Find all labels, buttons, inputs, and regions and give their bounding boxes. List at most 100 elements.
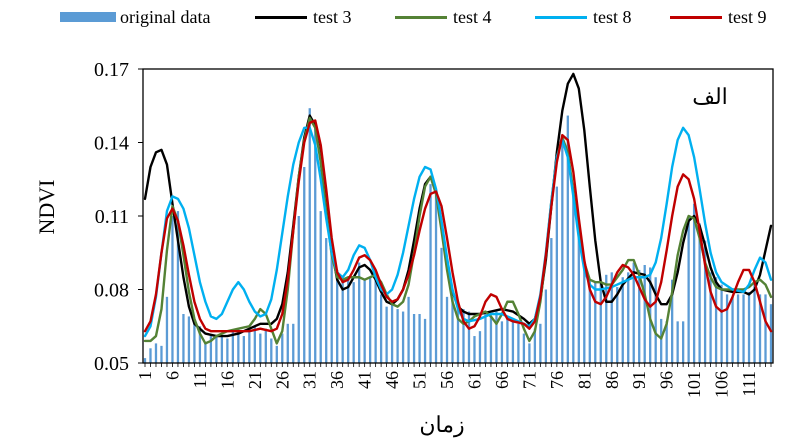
data-bar bbox=[423, 318, 427, 363]
data-bar bbox=[769, 304, 773, 363]
legend-label: original data bbox=[120, 6, 211, 27]
y-tick-label: 0.08 bbox=[94, 280, 129, 302]
data-bar bbox=[583, 265, 586, 363]
data-bar bbox=[714, 277, 718, 363]
x-axis-label: زمان bbox=[419, 412, 465, 437]
data-bar bbox=[511, 321, 515, 363]
data-bar bbox=[665, 321, 668, 363]
data-bar bbox=[572, 189, 575, 363]
data-bar bbox=[270, 338, 273, 363]
legend-item-original-data: original data bbox=[60, 6, 210, 28]
data-bar bbox=[220, 336, 224, 363]
data-bar bbox=[478, 331, 482, 363]
data-bar bbox=[731, 296, 734, 363]
data-bar bbox=[368, 277, 372, 363]
data-bar bbox=[764, 294, 767, 363]
data-bar bbox=[758, 294, 762, 363]
data-bar bbox=[566, 115, 569, 363]
series-line-test-9 bbox=[143, 119, 773, 333]
y-tick-label: 0.17 bbox=[94, 59, 129, 81]
data-bar bbox=[259, 333, 262, 363]
chart-legend: original data test 3 test 4 test 8 test … bbox=[0, 0, 803, 34]
x-tick-label: 61 bbox=[464, 371, 484, 389]
data-bar bbox=[171, 216, 174, 363]
data-bar bbox=[209, 336, 213, 363]
data-bar bbox=[198, 326, 202, 363]
data-bar bbox=[473, 336, 476, 363]
legend-item-test-9: test 9 bbox=[670, 6, 767, 28]
data-bar bbox=[544, 289, 548, 363]
data-bar bbox=[390, 301, 394, 363]
legend-item-test-4: test 4 bbox=[395, 6, 492, 28]
data-bar bbox=[599, 282, 602, 363]
data-bar bbox=[297, 216, 300, 363]
data-bar bbox=[632, 262, 635, 363]
data-bar bbox=[341, 282, 344, 363]
x-tick-label: 36 bbox=[327, 371, 347, 389]
data-bar bbox=[226, 338, 229, 363]
data-bar bbox=[149, 348, 152, 363]
data-bar bbox=[627, 272, 630, 363]
x-tick-label: 16 bbox=[217, 371, 237, 389]
data-bar bbox=[610, 272, 613, 363]
data-bar bbox=[330, 245, 333, 363]
data-bar bbox=[204, 343, 207, 363]
x-tick-label: 41 bbox=[355, 371, 375, 389]
x-tick-label: 56 bbox=[437, 371, 457, 389]
x-tick-label: 11 bbox=[190, 371, 210, 388]
y-tick-label: 0.11 bbox=[95, 206, 129, 228]
data-bar bbox=[363, 279, 366, 363]
data-bar bbox=[681, 321, 685, 363]
data-bar bbox=[456, 304, 460, 363]
data-bar bbox=[621, 277, 624, 363]
data-bar bbox=[347, 277, 350, 363]
data-bar bbox=[358, 262, 361, 363]
data-bar bbox=[561, 142, 564, 363]
data-bar bbox=[588, 279, 591, 363]
data-bar bbox=[182, 314, 185, 363]
data-bar bbox=[725, 294, 729, 363]
series-line-test-4 bbox=[143, 116, 773, 345]
data-bar bbox=[539, 323, 542, 363]
data-bar bbox=[385, 306, 388, 363]
x-tick-label: 106 bbox=[712, 371, 732, 398]
x-tick-label: 86 bbox=[602, 371, 622, 389]
legend-swatch-line bbox=[395, 15, 447, 19]
data-bar bbox=[495, 311, 498, 363]
data-bar bbox=[654, 277, 657, 363]
data-bar bbox=[577, 228, 580, 363]
x-tick-label: 111 bbox=[739, 371, 759, 397]
x-tick-label: 21 bbox=[245, 371, 265, 389]
data-bar bbox=[292, 323, 295, 363]
data-bar bbox=[720, 284, 723, 363]
data-bar bbox=[401, 311, 405, 363]
data-bar bbox=[594, 282, 597, 363]
data-bar bbox=[703, 240, 707, 363]
data-bar bbox=[550, 238, 553, 363]
data-bar bbox=[698, 223, 701, 363]
data-bar bbox=[242, 336, 245, 363]
x-tick-label: 46 bbox=[382, 371, 402, 389]
data-bar bbox=[264, 328, 267, 363]
legend-label: test 4 bbox=[453, 6, 492, 27]
data-bar bbox=[462, 309, 465, 363]
data-bar bbox=[742, 294, 745, 363]
data-bar bbox=[215, 336, 218, 363]
data-bar bbox=[517, 323, 520, 363]
data-bar bbox=[176, 211, 180, 363]
data-bar bbox=[687, 216, 690, 363]
data-bar bbox=[248, 328, 251, 363]
data-bar bbox=[467, 311, 471, 363]
data-bar bbox=[676, 321, 679, 363]
data-bar bbox=[671, 279, 674, 363]
x-tick-label: 31 bbox=[300, 371, 320, 389]
legend-item-test-8: test 8 bbox=[535, 6, 632, 28]
data-bar bbox=[319, 211, 322, 363]
legend-label: test 3 bbox=[313, 6, 352, 27]
data-bar bbox=[160, 345, 163, 363]
x-tick-label: 96 bbox=[657, 371, 677, 389]
data-bar bbox=[429, 184, 432, 363]
x-tick-label: 51 bbox=[410, 371, 430, 389]
data-bar bbox=[643, 265, 646, 363]
